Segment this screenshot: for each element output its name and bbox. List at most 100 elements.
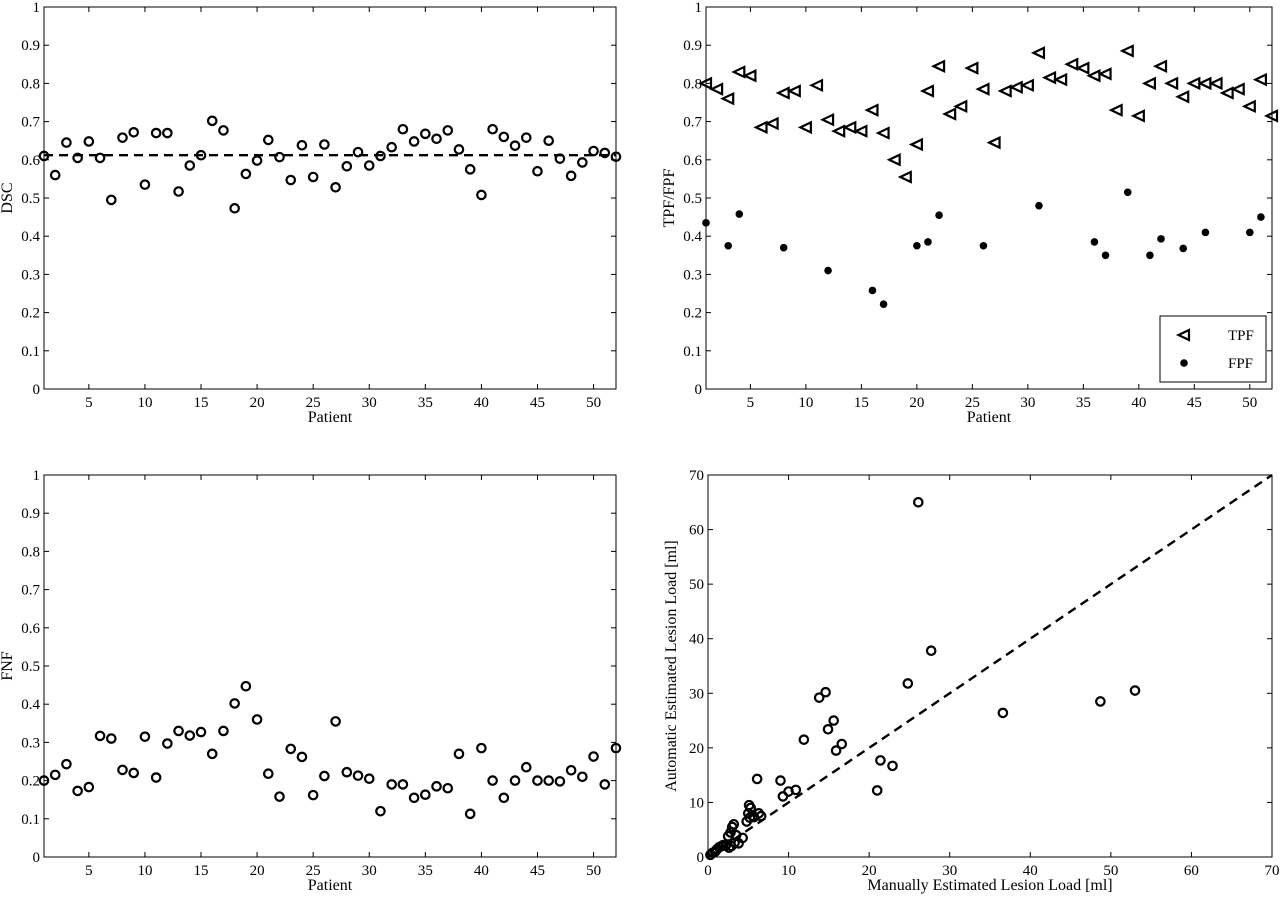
- data-point: [599, 147, 611, 159]
- x-tick-label: 50: [1103, 863, 1118, 879]
- x-tick-label: 30: [362, 863, 377, 879]
- y-tick-label: 0.4: [683, 229, 702, 245]
- fpf-point: [1246, 228, 1254, 237]
- fpf-point: [735, 210, 744, 218]
- fpf-point: [1257, 213, 1265, 221]
- data-point: [397, 123, 409, 135]
- data-point: [251, 155, 263, 166]
- y-tick-label: 0.8: [21, 544, 40, 560]
- data-point: [1129, 685, 1141, 696]
- data-point: [38, 775, 50, 786]
- data-point: [798, 734, 810, 745]
- tpf-point: [1208, 76, 1223, 91]
- legend-marker-tpf: [1175, 328, 1191, 342]
- y-tick-label: 0.3: [21, 735, 40, 751]
- data-point: [487, 123, 498, 135]
- data-point: [49, 169, 61, 181]
- data-point: [453, 144, 465, 155]
- y-tick-label: 70: [689, 468, 704, 484]
- fpf-point: [1201, 228, 1210, 237]
- y-tick-label: 0.6: [683, 153, 702, 169]
- y-tick-label: 0.3: [21, 267, 40, 283]
- y-tick-label: 0.2: [21, 306, 40, 322]
- y-tick-label: 20: [689, 741, 704, 757]
- tpf-point: [1075, 61, 1090, 75]
- data-point: [229, 698, 240, 709]
- data-point: [532, 775, 543, 786]
- data-point: [912, 496, 924, 508]
- fpf-point: [1146, 251, 1154, 260]
- data-point: [173, 186, 184, 197]
- tpf-point: [731, 65, 746, 79]
- tpf-point: [831, 124, 846, 138]
- x-axis-label: Patient: [967, 409, 1012, 426]
- data-point: [775, 775, 786, 786]
- tpf-point: [1219, 86, 1234, 100]
- data-point: [319, 139, 330, 150]
- data-point: [83, 781, 95, 793]
- data-point: [285, 174, 297, 186]
- tpf-point: [820, 112, 835, 127]
- data-point: [162, 127, 173, 139]
- data-point: [184, 730, 196, 741]
- y-axis-label: DSC: [0, 182, 16, 213]
- data-point: [420, 128, 431, 140]
- data-point: [307, 171, 319, 183]
- tpf-point: [1008, 80, 1023, 94]
- fpf-point: [724, 241, 732, 250]
- fpf-point: [1090, 238, 1099, 246]
- y-tick-label: 0.6: [21, 621, 40, 637]
- reference-line: [707, 474, 1273, 858]
- y-tick-label: 0: [697, 850, 705, 866]
- x-tick-label: 5: [85, 395, 93, 411]
- data-point: [836, 738, 848, 750]
- data-point: [464, 808, 476, 820]
- data-point: [105, 733, 117, 744]
- data-point: [820, 686, 831, 698]
- tpf-point: [942, 107, 957, 121]
- data-point: [554, 153, 566, 164]
- data-point: [206, 115, 218, 127]
- data-point: [610, 742, 622, 754]
- data-point: [195, 149, 207, 161]
- data-point: [38, 150, 50, 162]
- y-axis-label: FNF: [0, 651, 16, 680]
- data-point: [128, 767, 140, 779]
- data-point: [509, 140, 521, 151]
- data-point: [790, 784, 802, 796]
- tpf-point: [697, 76, 713, 91]
- y-tick-label: 0.8: [683, 76, 702, 92]
- data-point: [830, 745, 842, 756]
- x-tick-label: 15: [194, 395, 209, 411]
- y-tick-label: 0.7: [21, 115, 40, 131]
- data-point: [375, 150, 386, 162]
- legend-label-fpf: FPF: [1228, 356, 1253, 372]
- data-point: [577, 771, 588, 783]
- x-tick-label: 20: [862, 863, 877, 879]
- data-point: [588, 751, 599, 762]
- fpf-point: [1123, 188, 1132, 197]
- x-tick-label: 15: [194, 863, 209, 879]
- data-point: [296, 751, 308, 763]
- data-point: [748, 811, 760, 823]
- data-point: [828, 715, 839, 726]
- tpf-point: [953, 99, 968, 114]
- x-tick-label: 35: [418, 395, 433, 411]
- data-point: [887, 760, 898, 772]
- tpf-point: [853, 124, 868, 138]
- tpf-point: [1230, 82, 1245, 96]
- tpf-point: [1097, 67, 1112, 81]
- fpf-point: [1101, 251, 1110, 260]
- data-point: [902, 678, 914, 689]
- fnf-plot: 5 10 15 20 25 30 35 40 45 50 0 0.1 0.2 0.3 0.4 0.5 0.6 0.…: [0, 468, 622, 894]
- lesion-load-plot: 0 10 20 30 40 50 60 70 0 10 20 30 40 50 60 70 Manually E…: [663, 468, 1280, 894]
- x-tick-label: 40: [1131, 395, 1146, 411]
- data-point: [240, 680, 252, 692]
- tpf-point: [1053, 72, 1068, 87]
- x-tick-label: 45: [1187, 395, 1202, 411]
- data-point: [397, 779, 409, 790]
- x-tick-label: 40: [474, 863, 489, 879]
- x-axis-label: Patient: [308, 877, 353, 894]
- y-tick-label: 1: [33, 468, 41, 484]
- legend-box: [1159, 315, 1267, 383]
